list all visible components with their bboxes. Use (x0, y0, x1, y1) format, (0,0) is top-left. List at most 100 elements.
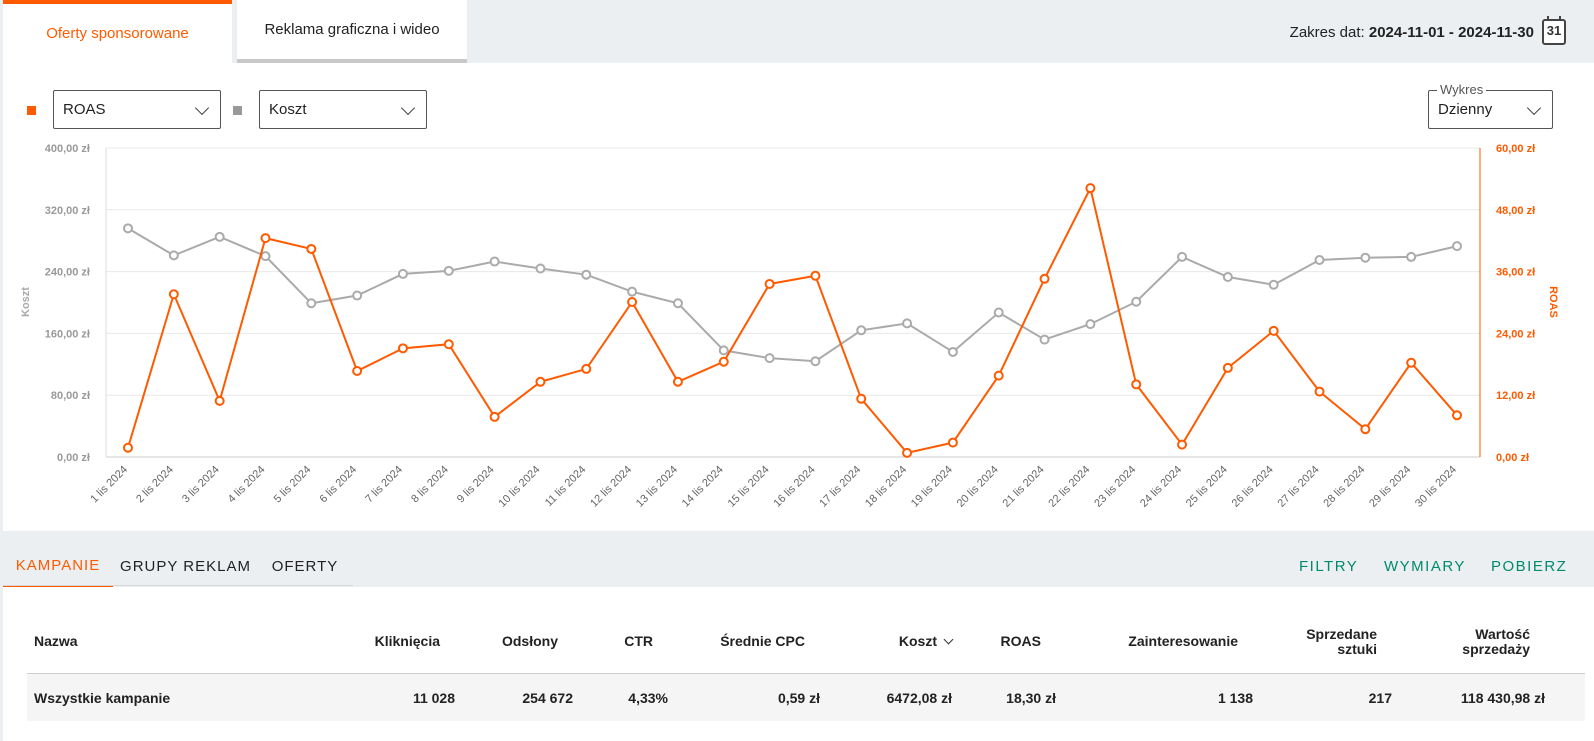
x-tick-label: 11 lis 2024 (543, 464, 589, 510)
col-header-sold[interactable]: Sprzedane sztuki (1306, 627, 1377, 657)
cell-clicks: 11 028 (412, 690, 455, 706)
data-point-koszt (214, 231, 225, 242)
x-tick-label: 25 lis 2024 (1184, 464, 1230, 510)
col-header-value-line1: Wartość (1475, 626, 1530, 642)
col-header-name[interactable]: Nazwa (34, 633, 78, 649)
data-point-koszt (1360, 252, 1371, 263)
data-point-koszt (123, 223, 133, 234)
data-point-roas (1452, 410, 1462, 421)
data-point-koszt (1406, 251, 1417, 262)
x-tick-label: 27 lis 2024 (1276, 464, 1322, 510)
tab-campaigns[interactable]: KAMPANIE (3, 545, 113, 587)
y-right-tick-label: 36,00 zł (1496, 267, 1535, 279)
x-tick-label: 1 lis 2024 (88, 464, 130, 506)
x-tick-label: 20 lis 2024 (955, 464, 1001, 510)
data-point-koszt (489, 256, 500, 267)
table-row-total[interactable]: Wszystkie kampanie 11 028 254 672 4,33% … (27, 673, 1585, 721)
data-point-roas (1222, 362, 1233, 373)
data-point-koszt (260, 251, 271, 262)
sort-chevron-down-icon (943, 634, 954, 645)
col-header-ctr[interactable]: CTR (624, 633, 653, 649)
data-point-koszt (947, 346, 958, 357)
x-tick-label: 14 lis 2024 (680, 464, 726, 510)
data-point-roas (1360, 424, 1371, 435)
data-point-koszt (397, 268, 408, 279)
filters-button[interactable]: FILTRY (1299, 558, 1359, 575)
data-point-roas (672, 376, 683, 387)
y-right-tick-label: 60,00 zł (1496, 143, 1535, 155)
data-point-koszt (627, 286, 638, 297)
tab-ad-groups[interactable]: GRUPY REKLAM (120, 557, 251, 575)
data-point-koszt (1222, 272, 1233, 283)
tab-sponsored-offers[interactable]: Oferty sponsorowane (3, 0, 232, 63)
cell-interest: 1 138 (1217, 690, 1253, 706)
data-point-koszt (764, 353, 775, 364)
series-line-roas (127, 185, 1458, 454)
y-left-tick-label: 320,00 zł (45, 205, 90, 217)
data-point-koszt (1085, 319, 1096, 330)
x-tick-label: 7 lis 2024 (363, 464, 405, 506)
x-tick-label: 28 lis 2024 (1321, 464, 1367, 510)
col-header-cpc[interactable]: Średnie CPC (720, 633, 805, 649)
dimensions-button[interactable]: WYMIARY (1384, 558, 1466, 575)
data-point-koszt (993, 307, 1004, 318)
col-header-roas[interactable]: ROAS (1000, 633, 1041, 649)
x-tick-label: 2 lis 2024 (134, 464, 176, 506)
data-point-roas (1314, 386, 1325, 397)
data-point-koszt (535, 263, 546, 274)
col-header-value[interactable]: Wartość sprzedaży (1462, 627, 1530, 657)
col-header-sold-line2: sztuki (1337, 641, 1377, 657)
data-point-koszt (1314, 255, 1325, 266)
metric1-select[interactable]: ROAS (53, 90, 221, 129)
col-header-interest[interactable]: Zainteresowanie (1128, 633, 1238, 649)
top-tab-bar: Oferty sponsorowane Reklama graficzna i … (0, 0, 1594, 63)
x-tick-label: 17 lis 2024 (817, 464, 863, 510)
y-right-tick-label: 48,00 zł (1496, 205, 1535, 217)
data-point-koszt (306, 298, 317, 309)
data-point-koszt (1039, 334, 1050, 345)
x-tick-label: 22 lis 2024 (1046, 464, 1092, 510)
campaigns-table: Nazwa Kliknięcia Odsłony CTR Średnie CPC… (3, 587, 1594, 741)
x-tick-label: 15 lis 2024 (726, 464, 772, 510)
data-point-roas (397, 343, 408, 354)
download-button[interactable]: POBIERZ (1491, 558, 1568, 575)
y-left-tick-label: 160,00 zł (45, 328, 90, 340)
col-header-sold-line1: Sprzedane (1306, 626, 1377, 642)
metric2-select[interactable]: Koszt (259, 90, 427, 129)
data-point-roas (856, 393, 867, 404)
col-header-cost[interactable]: Koszt (898, 633, 954, 649)
y-left-tick-label: 80,00 zł (51, 390, 90, 402)
x-tick-label: 30 lis 2024 (1413, 464, 1459, 510)
data-point-koszt (672, 298, 683, 309)
data-point-koszt (1131, 296, 1142, 307)
data-point-roas (535, 376, 546, 387)
calendar-icon[interactable]: 31 (1542, 16, 1566, 45)
x-tick-label: 10 lis 2024 (496, 464, 542, 510)
date-range: Zakres dat: 2024-11-01 - 2024-11-30 (1290, 24, 1534, 41)
x-tick-label: 9 lis 2024 (455, 464, 497, 506)
data-point-roas (993, 370, 1004, 381)
x-tick-label: 24 lis 2024 (1138, 464, 1184, 510)
data-point-roas (718, 356, 729, 367)
x-tick-label: 5 lis 2024 (272, 464, 314, 506)
x-tick-label: 19 lis 2024 (909, 464, 955, 510)
data-point-koszt (1177, 251, 1188, 262)
x-tick-label: 6 lis 2024 (317, 464, 359, 506)
data-point-roas (1177, 439, 1188, 450)
data-point-roas (443, 339, 454, 350)
x-tick-label: 13 lis 2024 (634, 464, 680, 510)
data-point-koszt (902, 318, 913, 329)
cell-cpc: 0,59 zł (777, 690, 820, 706)
data-point-koszt (581, 269, 592, 280)
col-header-clicks[interactable]: Kliknięcia (374, 633, 440, 649)
x-tick-label: 4 lis 2024 (226, 464, 268, 506)
tab-offers[interactable]: OFERTY (271, 557, 339, 575)
x-tick-label: 18 lis 2024 (863, 464, 909, 510)
col-header-value-line2: sprzedaży (1462, 641, 1530, 657)
x-tick-label: 12 lis 2024 (588, 464, 634, 510)
col-header-cost-label: Koszt (898, 633, 937, 649)
tab-display-video-ads[interactable]: Reklama graficzna i wideo (237, 0, 467, 63)
y-left-tick-label: 0,00 zł (57, 452, 90, 464)
data-point-roas (902, 447, 913, 458)
col-header-views[interactable]: Odsłony (501, 633, 558, 649)
